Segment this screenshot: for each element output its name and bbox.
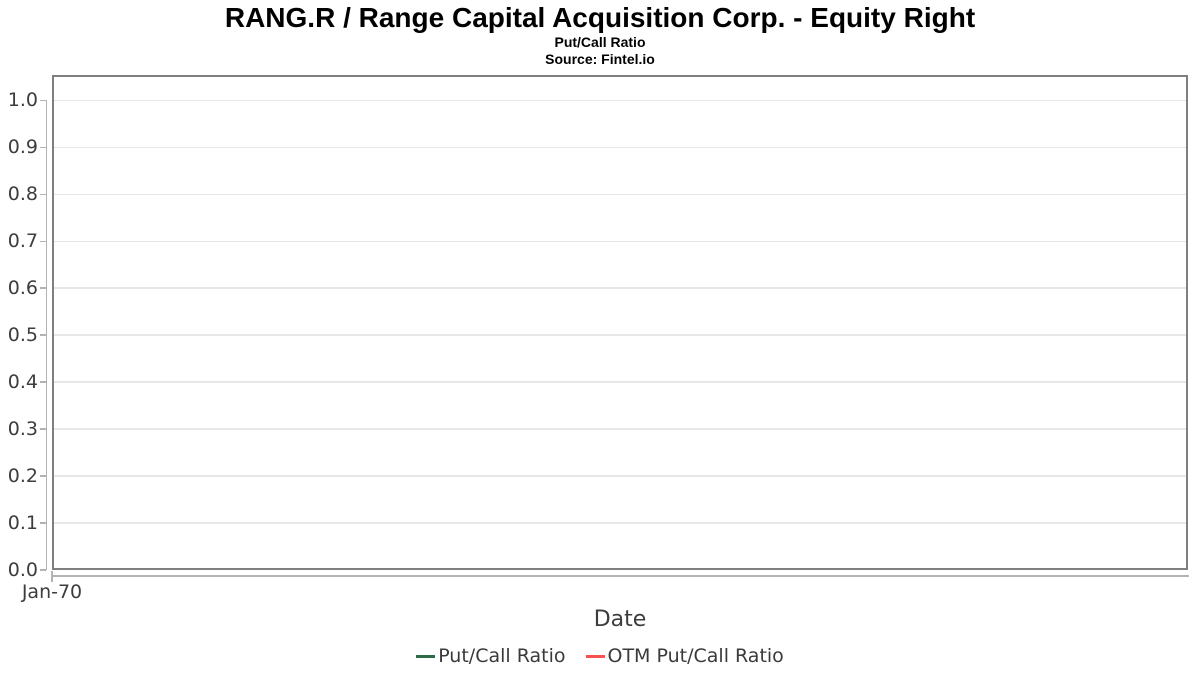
- gridline: [53, 475, 1187, 477]
- legend-label-put-call-ratio: Put/Call Ratio: [438, 645, 566, 667]
- y-axis-tick: [39, 193, 46, 196]
- x-axis-line: [52, 575, 1189, 577]
- y-axis-tick: [39, 569, 46, 571]
- y-tick-label: 0.7: [7, 230, 38, 253]
- y-tick-label: 0.8: [7, 183, 38, 206]
- chart-title: RANG.R / Range Capital Acquisition Corp.…: [224, 2, 976, 33]
- y-axis-tick: [39, 146, 46, 149]
- y-tick-label: 0.2: [7, 465, 38, 488]
- gridline: [53, 522, 1187, 524]
- x-axis-title: Date: [593, 607, 647, 632]
- y-axis-tick: [39, 381, 46, 383]
- legend-item-put-call-ratio: Put/Call Ratio: [416, 645, 566, 667]
- y-axis-tick: [39, 522, 46, 524]
- y-tick-label: 0.1: [7, 512, 38, 535]
- gridline: [53, 381, 1187, 383]
- y-axis-tick: [39, 475, 46, 477]
- y-tick-label: 0.6: [7, 277, 38, 300]
- gridline: [53, 334, 1187, 336]
- y-axis-line: [45, 100, 47, 570]
- gridline: [53, 240, 1187, 242]
- y-tick-label: 0.3: [7, 418, 38, 441]
- y-axis-tick: [39, 99, 46, 102]
- chart-source-label: Source: Fintel.io: [545, 51, 655, 67]
- legend-label-otm-put-call-ratio: OTM Put/Call Ratio: [607, 645, 784, 667]
- y-axis-tick: [39, 240, 46, 242]
- x-axis-tick: [51, 571, 53, 582]
- y-tick-label: 0.5: [7, 324, 38, 347]
- legend: Put/Call Ratio OTM Put/Call Ratio: [0, 645, 1200, 667]
- x-tick-label: Jan-70: [21, 581, 83, 603]
- gridline: [53, 287, 1187, 289]
- y-tick-label: 0.0: [7, 559, 38, 581]
- y-axis-tick: [39, 334, 46, 336]
- y-tick-label: 1.0: [7, 89, 38, 112]
- gridline: [53, 193, 1187, 196]
- plot-area: [52, 75, 1188, 570]
- chart-subtitle: Put/Call Ratio: [554, 34, 646, 50]
- legend-item-otm-put-call-ratio: OTM Put/Call Ratio: [585, 645, 784, 667]
- put-call-ratio-line-icon: [416, 654, 436, 658]
- otm-put-call-ratio-line-icon: [585, 654, 605, 658]
- y-axis-tick: [39, 287, 46, 289]
- y-tick-label: 0.4: [7, 371, 38, 394]
- gridline: [53, 99, 1187, 102]
- y-tick-label: 0.9: [7, 136, 38, 159]
- gridline: [53, 428, 1187, 430]
- gridline: [53, 146, 1187, 149]
- y-axis-tick: [39, 428, 46, 430]
